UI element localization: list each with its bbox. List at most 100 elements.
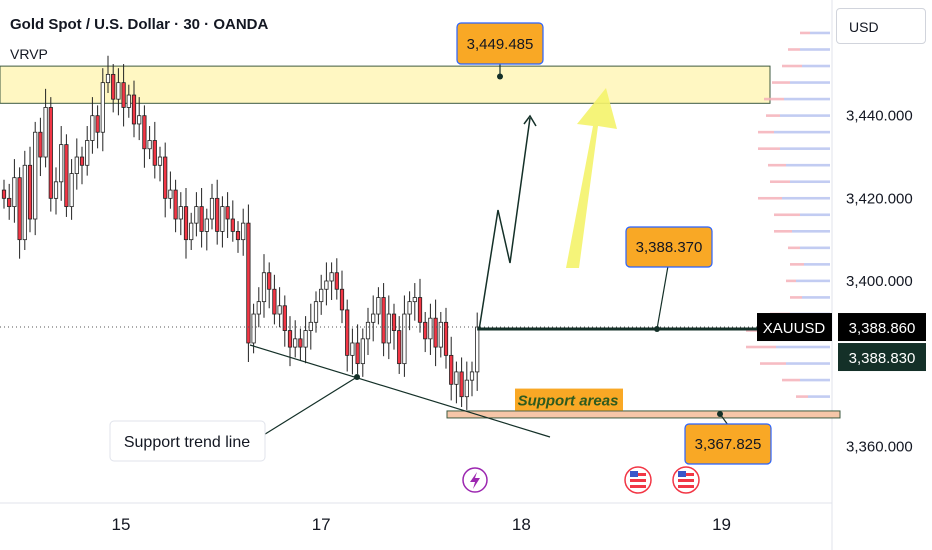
volume-profile-bar-down — [764, 97, 784, 101]
candle-body — [53, 181, 59, 199]
trend-line-label-box — [109, 420, 266, 462]
volume-profile-bar-down — [766, 114, 780, 117]
price-level-tag — [838, 343, 926, 372]
candle-body — [137, 115, 142, 125]
candle-body — [126, 94, 131, 108]
candle-body — [43, 107, 48, 158]
candle-body — [459, 371, 464, 398]
candle-body — [313, 301, 319, 323]
volume-profile-bar-up — [802, 64, 830, 68]
volume-profile-bar-up — [808, 395, 830, 398]
support-trend-line — [249, 344, 551, 438]
volume-profile-bar-down — [758, 196, 782, 200]
candle-body — [230, 218, 235, 232]
candle-body — [79, 156, 85, 166]
resistance-zone — [0, 65, 771, 104]
candle-body — [329, 272, 334, 282]
price-tick-label: 3,360.000 — [846, 438, 913, 455]
volume-profile-bar-down — [770, 180, 790, 184]
candle-body — [464, 379, 469, 398]
candle-body — [365, 321, 371, 340]
candle-body — [64, 144, 69, 208]
candle-body — [100, 82, 105, 133]
trend-line-label: Support trend line — [124, 434, 250, 451]
candle-body — [412, 297, 417, 303]
candle-body — [428, 317, 433, 340]
volume-profile-bar-down — [788, 48, 800, 51]
volume-profile-bar-down — [746, 345, 776, 349]
current-callout-leader — [656, 265, 669, 330]
candle-body — [90, 115, 95, 141]
candle-body — [339, 288, 345, 311]
indicator-label[interactable]: VRVP — [10, 46, 48, 62]
target-callout-label: 3,449.485 — [467, 36, 534, 53]
candle-body — [407, 301, 412, 315]
currency-button[interactable]: USD — [836, 8, 926, 44]
trend-line-leader — [261, 376, 358, 437]
volume-profile-bar-up — [800, 378, 830, 382]
candle-body — [178, 206, 183, 220]
candle-body — [293, 338, 298, 348]
candle-body — [298, 338, 303, 348]
target-callout-box — [456, 22, 544, 65]
candle-body — [386, 313, 391, 344]
candle-body — [74, 156, 79, 174]
candle-body — [402, 313, 407, 365]
candle-body — [443, 321, 449, 356]
candle-body — [22, 164, 27, 241]
volume-profile-bar-up — [780, 147, 830, 150]
volume-profile-bar-down — [772, 81, 790, 84]
support-callout-leader — [719, 413, 729, 426]
candle-body — [345, 309, 350, 356]
time-tick-label: 18 — [512, 515, 531, 534]
candle-body — [235, 231, 241, 241]
candle-body — [355, 342, 360, 365]
candle-body — [397, 330, 402, 365]
flag-stripe — [630, 485, 646, 488]
candle-body — [105, 73, 111, 84]
candle-body — [350, 342, 355, 356]
candle-body — [131, 94, 137, 125]
candle-body — [371, 313, 376, 323]
candle-body — [168, 189, 173, 199]
price-level-tag-label: 3,388.830 — [849, 350, 916, 367]
candle-body — [308, 321, 313, 331]
candle-body — [475, 326, 480, 373]
volume-profile-bar-up — [800, 213, 830, 217]
volume-profile-bar-down — [786, 279, 796, 283]
candle-body — [147, 140, 152, 150]
volume-profile-bar-down — [760, 362, 786, 365]
candle-body — [454, 371, 459, 385]
candle-body — [246, 222, 251, 344]
current-callout-box — [625, 226, 713, 268]
candle-body — [116, 82, 121, 100]
candle-body — [85, 140, 90, 166]
volume-profile-bar-up — [796, 279, 830, 283]
support-callout-box — [684, 423, 772, 465]
volume-profile-bar-down — [782, 378, 800, 382]
candle-body — [38, 131, 43, 158]
candle-body — [469, 371, 475, 381]
volume-profile-bar-up — [774, 130, 830, 134]
symbol-tag-label: XAUUSD — [763, 320, 826, 337]
volume-profile-bar-down — [758, 147, 780, 150]
candle-body — [111, 73, 116, 100]
candle-body — [241, 222, 246, 241]
candle-body — [209, 197, 215, 220]
candle-body — [142, 115, 147, 150]
volume-profile-bar-up — [776, 345, 830, 349]
candle-body — [433, 317, 438, 348]
candle-body — [334, 272, 339, 290]
candle-body — [277, 305, 282, 315]
volume-profile-bar-down — [796, 395, 808, 398]
volume-profile-bar-up — [792, 230, 830, 233]
candle-body — [272, 288, 277, 315]
flag-canton — [630, 471, 638, 477]
flag-stripe — [678, 479, 694, 482]
candle-body — [17, 177, 22, 241]
flag-stripe — [630, 479, 646, 482]
candle-body — [261, 272, 267, 303]
candle-body — [438, 321, 443, 348]
candle-body — [27, 164, 33, 220]
candle-body — [121, 82, 126, 108]
